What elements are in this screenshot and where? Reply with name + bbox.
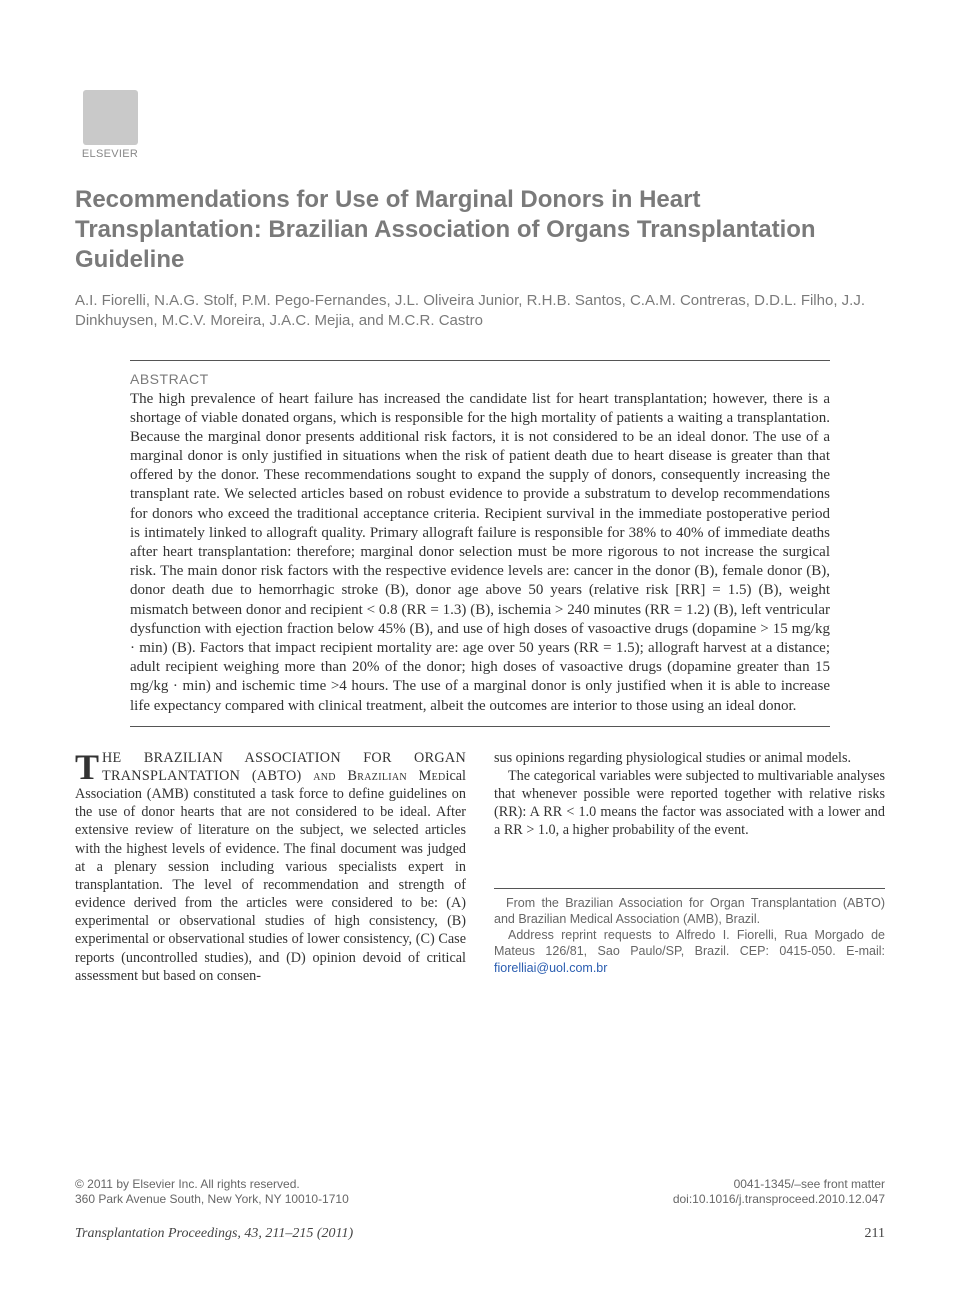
publisher-address: 360 Park Avenue South, New York, NY 1001…	[75, 1192, 349, 1208]
doi-line: doi:10.1016/j.transproceed.2010.12.047	[673, 1192, 885, 1208]
abstract-heading: ABSTRACT	[130, 371, 830, 387]
body-text: ical Association (AMB) constituted a tas…	[75, 768, 466, 984]
author-email[interactable]: fiorelliai@uol.com.br	[494, 961, 607, 975]
copyright-line: © 2011 by Elsevier Inc. All rights reser…	[75, 1177, 349, 1193]
lead-text: HE BRAZILIAN ASSOCIATION FOR ORGAN TRANS…	[102, 750, 466, 784]
publisher-name: ELSEVIER	[82, 148, 138, 160]
abstract-text: The high prevalence of heart failure has…	[130, 390, 830, 716]
body-paragraph: THE BRAZILIAN ASSOCIATION FOR ORGAN TRAN…	[75, 749, 466, 985]
author-list: A.I. Fiorelli, N.A.G. Stolf, P.M. Pego-F…	[75, 291, 885, 332]
article-title: Recommendations for Use of Marginal Dono…	[75, 185, 885, 275]
publisher-logo: ELSEVIER	[75, 90, 145, 170]
page-footer: © 2011 by Elsevier Inc. All rights reser…	[75, 1177, 885, 1208]
affiliation-block: From the Brazilian Association for Organ…	[494, 888, 885, 976]
affiliation-text: From the Brazilian Association for Organ…	[494, 895, 885, 928]
body-columns: THE BRAZILIAN ASSOCIATION FOR ORGAN TRAN…	[75, 749, 885, 985]
footer-left: © 2011 by Elsevier Inc. All rights reser…	[75, 1177, 349, 1208]
footer-right: 0041-1345/–see front matter doi:10.1016/…	[673, 1177, 885, 1208]
dropcap: T	[75, 749, 102, 782]
page-number: 211	[865, 1226, 885, 1242]
journal-reference: Transplantation Proceedings, 43, 211–215…	[75, 1226, 353, 1242]
issn-line: 0041-1345/–see front matter	[673, 1177, 885, 1193]
reprint-address: Address reprint requests to Alfredo I. F…	[494, 927, 885, 976]
reprint-text: Address reprint requests to Alfredo I. F…	[494, 928, 885, 958]
body-paragraph: The categorical variables were subjected…	[494, 767, 885, 840]
body-column-left: THE BRAZILIAN ASSOCIATION FOR ORGAN TRAN…	[75, 749, 466, 985]
abstract-box: ABSTRACT The high prevalence of heart fa…	[130, 360, 830, 727]
body-paragraph: sus opinions regarding physiological stu…	[494, 749, 885, 767]
body-column-right: sus opinions regarding physiological stu…	[494, 749, 885, 985]
elsevier-tree-icon	[83, 90, 138, 145]
journal-footer: Transplantation Proceedings, 43, 211–215…	[75, 1226, 885, 1242]
